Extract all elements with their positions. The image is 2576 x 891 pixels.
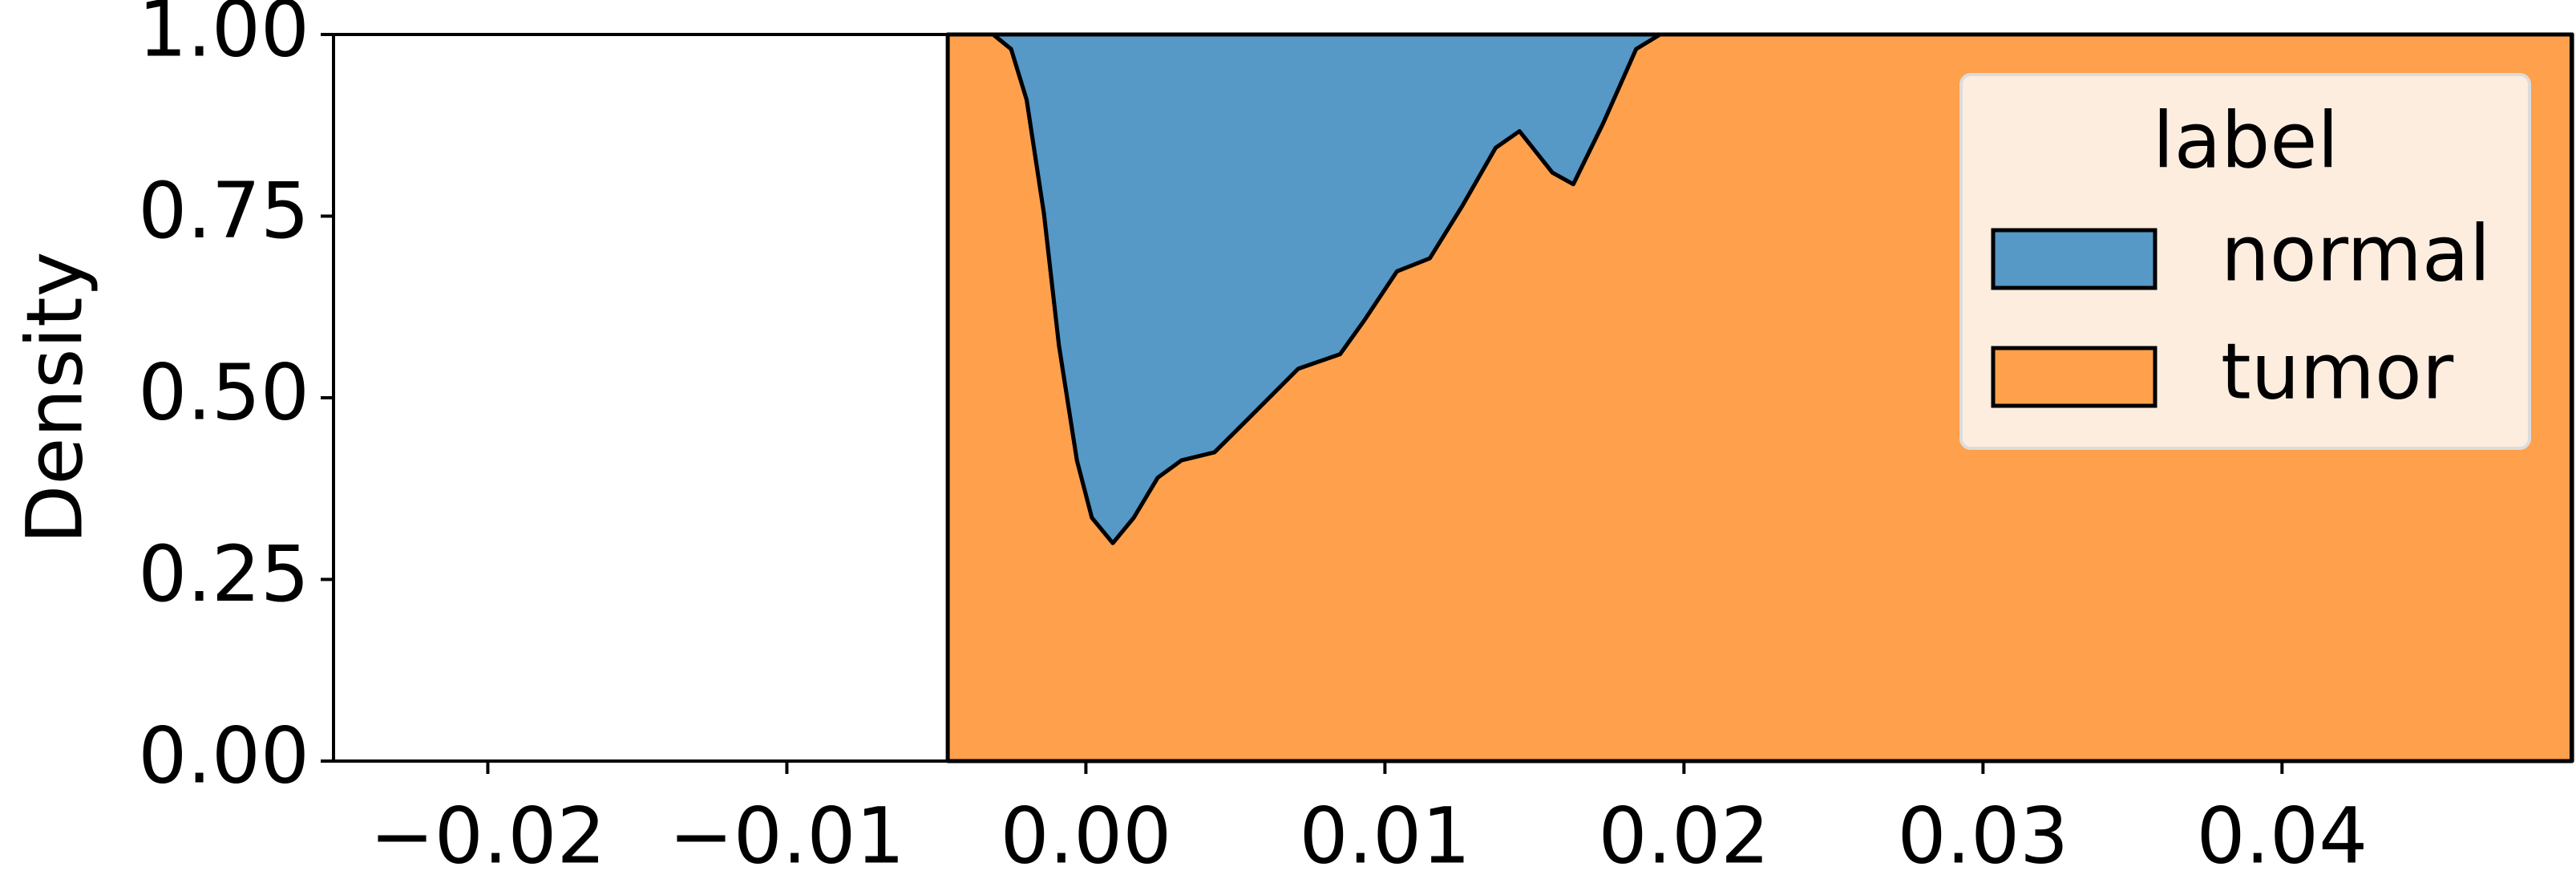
legend-swatch xyxy=(1991,346,2157,408)
x-tick-label: 0.03 xyxy=(1897,791,2068,881)
x-tick-label: −0.01 xyxy=(669,791,904,881)
y-tick-label: 0.75 xyxy=(138,166,309,256)
x-tick-label: 0.01 xyxy=(1300,791,1471,881)
y-tick-label: 0.00 xyxy=(138,711,309,800)
x-tick-label: 0.00 xyxy=(1001,791,1172,881)
x-tick-label: 0.02 xyxy=(1598,791,1769,881)
y-axis-label: Density xyxy=(10,252,99,545)
legend-swatch xyxy=(1991,228,2157,290)
y-tick-label: 1.00 xyxy=(138,0,309,74)
y-tick-label: 0.50 xyxy=(138,347,309,437)
legend-label: tumor xyxy=(2221,326,2454,416)
x-tick-label: 0.04 xyxy=(2196,791,2368,881)
legend-title: label xyxy=(2153,95,2339,185)
x-tick-label: −0.02 xyxy=(370,791,605,881)
y-tick-label: 0.25 xyxy=(138,529,309,619)
legend-label: normal xyxy=(2221,209,2490,298)
